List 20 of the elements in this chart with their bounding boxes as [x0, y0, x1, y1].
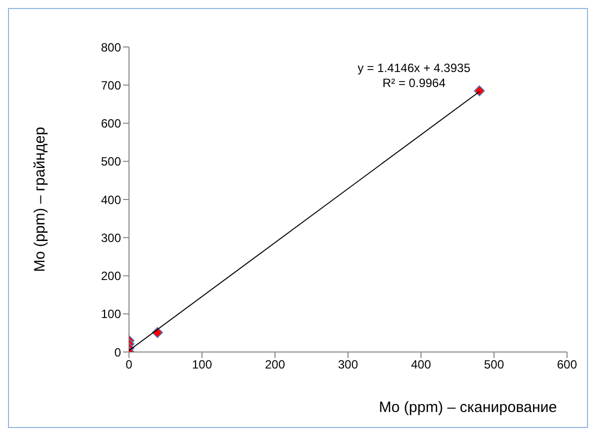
x-tick-label: 100 [192, 358, 212, 372]
y-tick-label: 400 [100, 192, 122, 207]
x-tick-label: 0 [126, 358, 133, 372]
annotation: y = 1.4146x + 4.3935 [356, 61, 472, 76]
y-tick-label: 0 [114, 345, 122, 360]
x-tick-label: 500 [484, 358, 504, 372]
y-tick-label: 100 [100, 307, 122, 322]
y-tick-label: 600 [100, 116, 122, 131]
y-axis-title: Mo (ppm) – грайндер [31, 126, 48, 272]
x-tick-label: 200 [264, 358, 286, 372]
annotation: R² = 0.9964 [381, 76, 447, 91]
x-tick-label: 400 [410, 358, 432, 372]
x-tick-label: 600 [556, 358, 578, 372]
y-tick-label: 500 [100, 154, 122, 169]
x-tick-label: 300 [338, 358, 358, 372]
y-tick-label: 300 [100, 230, 122, 245]
x-axis-title: Mo (ppm) – сканирование [378, 399, 557, 416]
y-tick-label: 800 [100, 40, 122, 54]
y-tick-label: 700 [100, 78, 122, 92]
y-tick-label: 200 [100, 269, 122, 284]
